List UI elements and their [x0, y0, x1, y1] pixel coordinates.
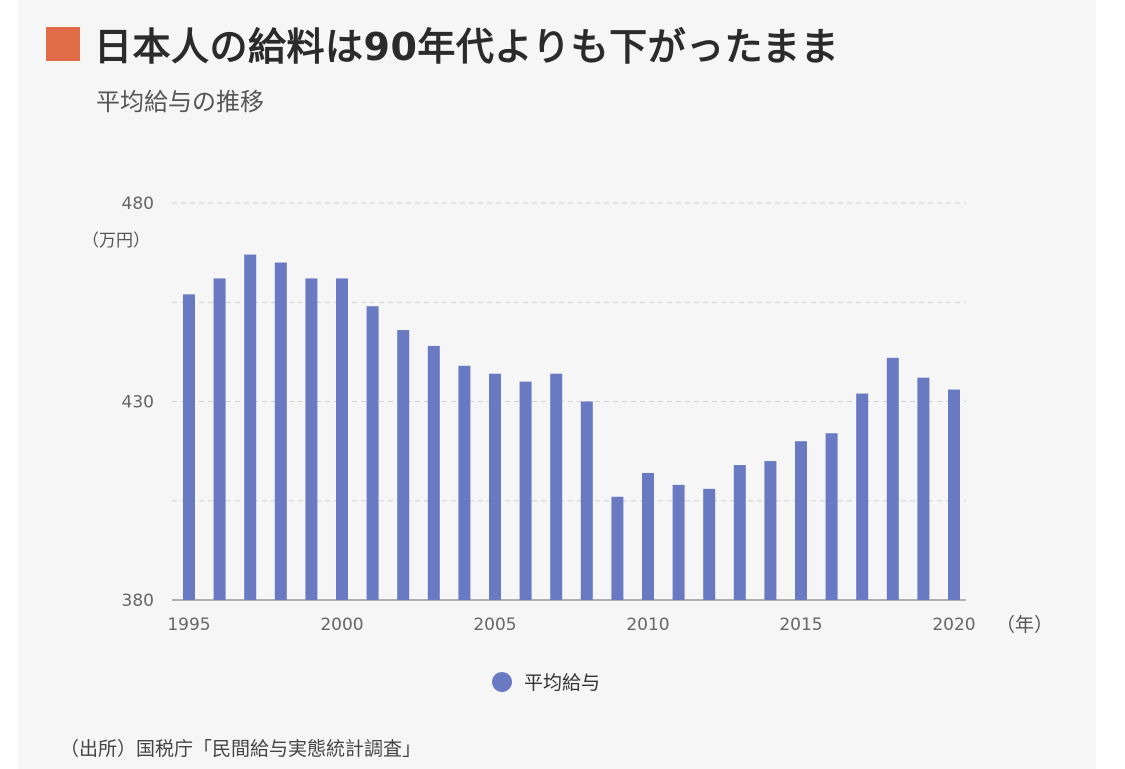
bar-2008 [580, 401, 593, 600]
y-tick-label: 380 [122, 591, 154, 611]
bar-2011 [672, 484, 685, 600]
y-tick-label: 480 [122, 194, 154, 214]
bar-2013 [733, 465, 746, 600]
x-tick-label: 2020 [932, 615, 975, 635]
bar-2006 [519, 381, 532, 600]
bar-2014 [764, 461, 777, 600]
source-note: （出所）国税庁「民間給与実態統計調査」 [60, 738, 422, 760]
bar-1999 [305, 278, 318, 600]
bar-2012 [703, 488, 716, 600]
bar-2015 [795, 441, 807, 600]
x-tick-label: 2000 [320, 615, 363, 635]
bar-2010 [642, 472, 654, 600]
title-accent-square [46, 26, 80, 61]
chart-title: 日本人の給料は90年代よりも下がったまま [94, 25, 839, 69]
bar-1997 [244, 254, 257, 601]
chart-subtitle: 平均給与の推移 [96, 88, 264, 116]
legend-marker [492, 672, 512, 692]
bar-2019 [917, 377, 930, 600]
title-row: 日本人の給料は90年代よりも下がったまま [46, 16, 839, 71]
x-tick-label: 1995 [167, 615, 210, 635]
bar-2007 [550, 373, 563, 600]
bar-2016 [825, 433, 838, 600]
x-tick-label: 2010 [626, 615, 669, 635]
x-axis-unit: （年） [996, 614, 1054, 636]
bar-2005 [489, 373, 501, 600]
y-tick-label: 430 [122, 393, 154, 413]
x-tick-label: 2005 [473, 615, 516, 635]
bar-2020 [948, 389, 960, 600]
bar-2002 [397, 330, 410, 600]
bar-1998 [274, 262, 287, 600]
bar-1995 [183, 294, 195, 600]
bar-2018 [886, 357, 899, 600]
bar-1996 [213, 278, 226, 600]
y-axis-unit: （万円） [82, 231, 150, 251]
bar-2004 [458, 365, 471, 600]
bar-2009 [611, 496, 624, 600]
bar-2017 [856, 393, 869, 600]
bar-2001 [366, 306, 379, 600]
x-tick-label: 2015 [779, 615, 822, 635]
bar-2000 [336, 278, 348, 600]
bar-2003 [427, 345, 440, 600]
legend-label: 平均給与 [524, 672, 600, 694]
